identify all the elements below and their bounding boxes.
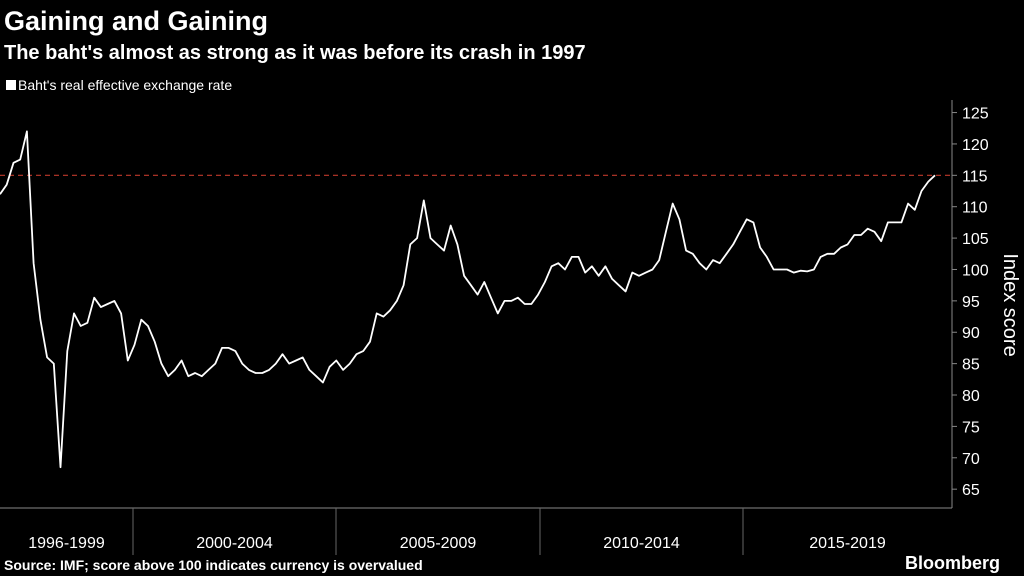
y-tick-label: 120 [962, 137, 989, 154]
y-tick-label: 70 [962, 451, 980, 468]
y-tick-label: 90 [962, 325, 980, 342]
y-axis-title: Index score [999, 253, 1021, 356]
y-tick-label: 125 [962, 106, 989, 123]
source-note: Source: IMF; score above 100 indicates c… [4, 557, 423, 573]
x-group-label: 2000-2004 [196, 535, 273, 552]
chart-title: Gaining and Gaining [4, 6, 268, 36]
legend-label: Baht's real effective exchange rate [18, 77, 232, 93]
brand: Bloomberg [905, 553, 1000, 573]
y-tick-label: 110 [962, 200, 988, 217]
x-group-label: 2005-2009 [400, 535, 477, 552]
legend-swatch [6, 80, 16, 90]
series-line [0, 130, 936, 469]
y-tick-label: 115 [962, 168, 988, 185]
chart-subtitle: The baht's almost as strong as it was be… [4, 42, 586, 64]
x-group-label: 2010-2014 [603, 535, 680, 552]
y-tick-label: 95 [962, 294, 980, 311]
y-tick-label: 80 [962, 388, 980, 405]
x-group-label: 2015-2019 [809, 535, 886, 552]
y-tick-label: 65 [962, 482, 980, 499]
x-group-label: 1996-1999 [28, 535, 105, 552]
y-tick-label: 85 [962, 357, 980, 374]
y-tick-label: 100 [962, 262, 989, 279]
y-tick-label: 75 [962, 419, 980, 436]
y-tick-label: 105 [962, 231, 989, 248]
